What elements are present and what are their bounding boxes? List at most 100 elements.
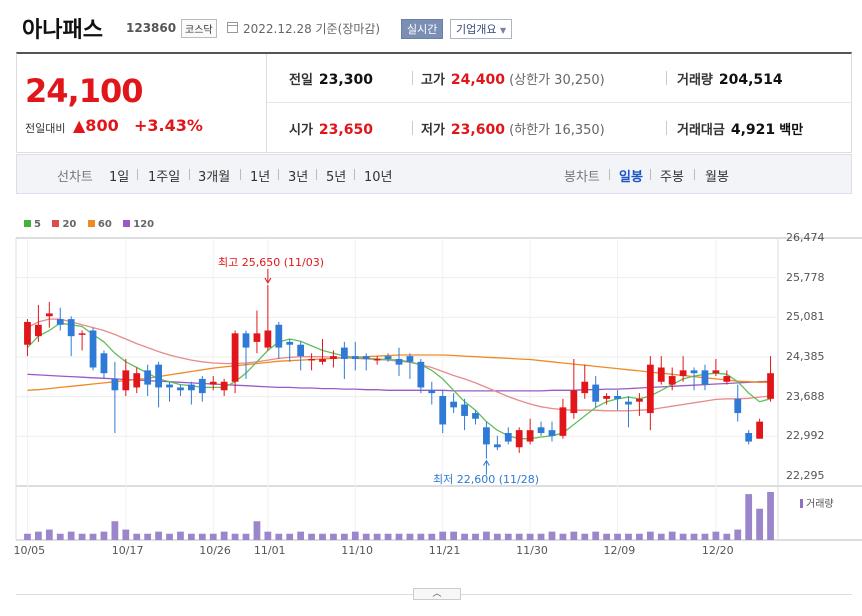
amount-unit: 백만 — [779, 123, 804, 138]
volume-bar — [472, 533, 479, 540]
volume-bar — [144, 533, 152, 540]
candle-up — [264, 330, 272, 348]
divider — [666, 121, 667, 135]
y-tick-label: 26,474 — [786, 231, 825, 244]
volume-bar — [166, 533, 173, 540]
period-1w[interactable]: 1주일 — [148, 170, 181, 185]
volume-bar — [133, 533, 141, 540]
open-label: 시가 — [289, 123, 313, 138]
volume-bar — [286, 533, 294, 540]
chevron-down-icon: ▼ — [499, 26, 507, 35]
volume-bar — [242, 533, 250, 540]
volume-bar — [100, 531, 108, 540]
volume-bar — [745, 494, 753, 540]
legend-ma20-label: 20 — [62, 219, 77, 230]
divider — [137, 169, 138, 180]
date-text: 2022.12.28 기준(장마감) — [243, 22, 381, 36]
candle-down — [417, 361, 425, 388]
open-price: 시가 23,650 — [289, 119, 373, 138]
candle-up — [373, 358, 381, 361]
candle-up — [330, 356, 337, 359]
low-arrow-head — [482, 459, 490, 466]
volume-bar — [231, 533, 239, 540]
low-annotation: 최저 22,600 (11/28) — [433, 473, 540, 486]
volume-bar — [461, 533, 468, 540]
collapse-button[interactable]: ︿ — [413, 588, 461, 600]
volume-bar — [493, 533, 501, 540]
candle-monthly[interactable]: 월봉 — [705, 170, 729, 185]
volume-bar — [592, 531, 600, 540]
candle-down — [177, 387, 184, 391]
company-overview-label: 기업개요 — [456, 23, 497, 36]
volume-bar — [209, 533, 217, 540]
x-tick-label: 11/21 — [428, 544, 461, 557]
candle-down — [286, 341, 294, 345]
candle-down — [734, 398, 742, 414]
volume-bar — [89, 533, 97, 540]
period-3y[interactable]: 3년 — [288, 170, 309, 185]
volume-bar — [275, 533, 283, 540]
candle-weekly[interactable]: 주봉 — [660, 170, 684, 185]
lower-limit: (하한가 16,350) — [509, 123, 605, 138]
diff-rate: +3.43% — [134, 116, 203, 135]
volume-bar — [767, 492, 774, 540]
candle-down — [362, 356, 370, 359]
candle-up — [35, 324, 42, 337]
candle-down — [395, 358, 403, 365]
stock-chart[interactable] — [0, 225, 862, 545]
market-badge: 코스닥 — [181, 19, 217, 38]
legend-ma5: 5 — [24, 219, 41, 230]
volume-bar — [111, 521, 119, 540]
period-3m[interactable]: 3개월 — [198, 170, 231, 185]
volume-bar — [45, 529, 53, 540]
volume-bar — [679, 533, 687, 540]
amount-label: 거래대금 — [677, 123, 725, 138]
volume-label: 거래량 — [677, 73, 713, 88]
y-tick-label: 25,778 — [786, 270, 825, 284]
candle-up — [712, 370, 720, 374]
prev-value: 23,300 — [318, 72, 373, 88]
legend-swatch — [24, 220, 31, 227]
x-tick-label: 12/20 — [701, 544, 734, 557]
y-tick-label: 22,295 — [786, 469, 825, 482]
candle-up — [220, 381, 228, 391]
volume-bar — [373, 533, 381, 540]
candle-down — [614, 395, 621, 399]
volume-bar — [308, 533, 315, 540]
volume-swatch — [800, 499, 803, 508]
candle-down — [100, 353, 108, 374]
x-tick-label: 12/09 — [603, 544, 636, 557]
candle-up — [581, 381, 589, 394]
x-tick-label: 10/17 — [111, 544, 144, 557]
x-tick-label: 10/05 — [13, 544, 46, 557]
candle-up — [253, 333, 261, 342]
volume-bar — [35, 531, 42, 540]
volume-bar — [483, 531, 490, 540]
company-overview-button[interactable]: 기업개요 ▼ — [450, 19, 513, 39]
volume-legend: 거래량 — [800, 495, 834, 510]
price-summary: 24,100 전일대비 ▲800 +3.43% 전일 23,300 고가 24,40… — [16, 52, 852, 153]
volume-bar — [362, 533, 370, 540]
period-10y[interactable]: 10년 — [364, 170, 393, 185]
volume-bar — [439, 531, 447, 540]
volume-bar — [351, 531, 359, 540]
period-1d[interactable]: 1일 — [109, 170, 130, 185]
candle-up — [78, 333, 86, 335]
candle-up — [570, 390, 578, 414]
candle-down — [504, 433, 512, 442]
x-tick-label: 11/01 — [253, 544, 286, 557]
divider — [650, 169, 651, 180]
candle-up — [767, 373, 774, 399]
candle-down — [625, 401, 632, 405]
stock-header: 아나패스 123860 코스닥 2022.12.28 기준(장마감) 실시간 기… — [0, 0, 862, 50]
high-arrow-head — [264, 277, 272, 284]
period-1y[interactable]: 1년 — [250, 170, 271, 185]
realtime-button[interactable]: 실시간 — [401, 19, 444, 39]
candle-daily[interactable]: 일봉 — [619, 170, 643, 185]
volume-bar — [668, 531, 676, 540]
period-5y[interactable]: 5년 — [326, 170, 347, 185]
volume-bar — [264, 531, 272, 540]
candle-up — [45, 313, 53, 317]
candle-down — [297, 344, 305, 357]
volume-bar — [504, 533, 512, 540]
